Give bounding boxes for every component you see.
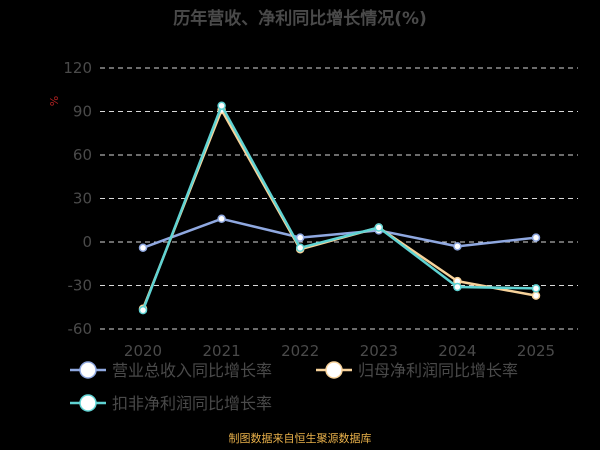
data-point (138, 243, 148, 253)
y-tick-label: 60 (73, 146, 92, 164)
data-point (531, 291, 541, 300)
series-line (141, 104, 537, 311)
series-line (142, 217, 537, 249)
x-tick-label: 2021 (203, 342, 241, 360)
x-tick-label: 2022 (281, 342, 319, 360)
data-point (295, 233, 305, 242)
legend-label: 扣非净利润同比增长率 (112, 394, 272, 413)
y-tick-label: -30 (68, 277, 93, 295)
data-point (217, 101, 226, 110)
data-point (374, 223, 384, 232)
series-line (141, 108, 537, 310)
x-tick-label: 2020 (124, 342, 162, 360)
y-tick-label: 0 (82, 233, 92, 251)
y-tick-label: -60 (68, 320, 93, 338)
chart-title: 历年营收、净利同比增长情况(%) (173, 8, 427, 29)
y-tick-label: 120 (63, 59, 92, 77)
data-point (531, 233, 541, 242)
legend-marker (325, 361, 343, 379)
data-point (138, 305, 148, 315)
legend-marker (79, 394, 97, 412)
series-lines (138, 101, 541, 315)
data-point (217, 214, 226, 224)
y-axis-unit-label: % (48, 96, 61, 106)
x-axis-ticks: 2020 2021 2022 2023 2024 2025 (124, 342, 555, 360)
data-point (453, 242, 462, 251)
y-tick-label: 90 (73, 103, 92, 121)
data-point (531, 284, 541, 293)
data-point (295, 243, 305, 253)
data-point (453, 282, 462, 292)
x-tick-label: 2025 (517, 342, 555, 360)
source-footer: 制图数据来自恒生聚源数据库 (229, 431, 372, 445)
x-tick-label: 2023 (360, 342, 398, 360)
y-tick-label: 30 (73, 190, 92, 208)
legend-label: 营业总收入同比增长率 (112, 361, 272, 380)
legend-label: 归母净利润同比增长率 (358, 361, 518, 380)
x-tick-label: 2024 (438, 342, 476, 360)
legend-marker (79, 361, 97, 379)
y-axis-ticks: 120 90 60 30 0 -30 -60 (63, 59, 92, 338)
